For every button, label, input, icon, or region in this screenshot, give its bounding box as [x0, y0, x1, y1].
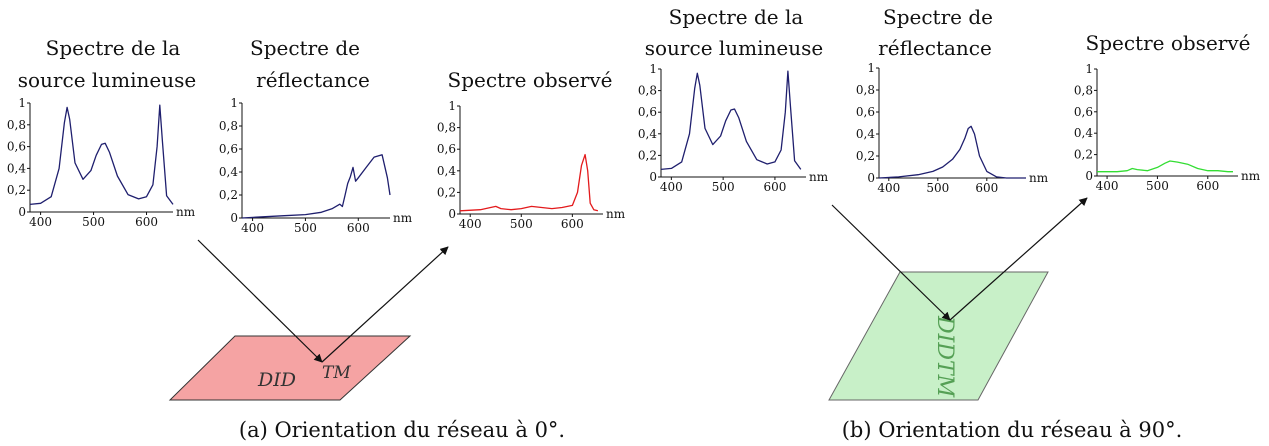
x-tick-label: 500 — [82, 215, 105, 229]
x-unit-label: nm — [1029, 171, 1049, 185]
y-tick-label: 0,2 — [1074, 148, 1093, 162]
x-tick-label: 400 — [1096, 179, 1119, 193]
y-tick-label: 0,8 — [1074, 83, 1093, 97]
caption-a: (a) Orientation du réseau à 0°. — [239, 418, 565, 442]
arrow-a-reflected — [321, 246, 449, 363]
x-unit-label: nm — [176, 205, 196, 219]
title-b-reflect-line2: réflectance — [878, 36, 992, 60]
y-tick-label: 0,8 — [219, 119, 238, 133]
x-unit-label: nm — [393, 211, 413, 225]
y-tick-label: 0,6 — [1074, 105, 1093, 119]
chart-a-source: 0 0,2 0,4 0,6 0,8 1 400 500 600 nm — [7, 96, 196, 229]
surface-a-superscript: TM — [322, 363, 351, 383]
chart-b-observed: 0 0,2 0,4 0,6 0,8 1 400 500 600 nm — [1074, 62, 1261, 193]
x-tick-label: 400 — [459, 217, 482, 231]
x-tick-label: 500 — [1146, 179, 1169, 193]
y-tick-label: 0 — [649, 170, 657, 184]
y-tick-label: 0 — [448, 207, 456, 221]
y-tick-label: 0,4 — [638, 127, 657, 141]
title-a-source-line2: source lumineuse — [18, 68, 196, 92]
surface-a — [168, 335, 412, 401]
series-line — [241, 154, 391, 219]
y-tick-label: 0 — [18, 205, 26, 219]
y-tick-label: 0,8 — [638, 84, 657, 98]
y-tick-label: 0,2 — [638, 148, 657, 162]
x-tick-label: 400 — [29, 215, 52, 229]
y-tick-label: 0,2 — [437, 185, 456, 199]
series-line — [878, 125, 1026, 179]
y-tick-label: 0,6 — [638, 105, 657, 119]
y-tick-label: 0,4 — [1074, 126, 1093, 140]
y-tick-label: 1 — [1085, 62, 1093, 76]
chart-a-observed: 0 0,2 0,4 0,6 0,8 1 400 500 600 nm — [437, 99, 626, 231]
y-tick-label: 0,8 — [7, 118, 26, 132]
chart-b-source: 0 0,2 0,4 0,6 0,8 1 400 500 600 nm — [638, 62, 829, 194]
x-tick-label: 600 — [975, 181, 998, 195]
y-tick-label: 0,6 — [219, 142, 238, 156]
y-tick-label: 0,2 — [219, 188, 238, 202]
surface-b — [828, 271, 1049, 401]
series-line — [660, 70, 802, 171]
title-a-source-line1: Spectre de la — [46, 36, 181, 60]
arrow-a-incident — [197, 239, 323, 363]
x-tick-label: 600 — [763, 180, 786, 194]
y-tick-label: 0 — [230, 211, 238, 225]
y-tick-label: 0,4 — [856, 127, 875, 141]
x-tick-label: 500 — [712, 180, 735, 194]
chart-b-reflect: 0 0,2 0,4 0,6 0,8 1 400 500 600 nm — [856, 61, 1049, 195]
chart-a-reflect: 0 0,2 0,4 0,6 0,8 1 400 500 600 nm — [219, 96, 413, 235]
surface-b-mark: DIDTM — [932, 315, 957, 398]
title-b-observed: Spectre observé — [1086, 31, 1251, 55]
y-tick-label: 1 — [649, 62, 657, 76]
series-line — [459, 153, 599, 212]
surface-a-mark: DID — [257, 369, 296, 391]
y-tick-label: 0,6 — [856, 105, 875, 119]
arrow-b-reflected — [949, 197, 1088, 321]
title-a-reflect-line2: réflectance — [256, 68, 370, 92]
x-tick-label: 600 — [135, 215, 158, 229]
x-tick-label: 400 — [877, 181, 900, 195]
y-tick-label: 0 — [1085, 169, 1093, 183]
y-tick-label: 0,4 — [437, 164, 456, 178]
series-line — [1097, 160, 1233, 173]
x-unit-label: nm — [1241, 169, 1261, 183]
x-tick-label: 500 — [294, 221, 317, 235]
x-tick-label: 600 — [347, 221, 370, 235]
title-b-source-line2: source lumineuse — [645, 36, 823, 60]
y-tick-label: 0,2 — [856, 149, 875, 163]
y-tick-label: 0,8 — [437, 121, 456, 135]
y-tick-label: 1 — [867, 61, 875, 75]
y-tick-label: 0,6 — [7, 140, 26, 154]
y-tick-label: 0,8 — [856, 83, 875, 97]
series-line — [29, 104, 174, 206]
caption-b: (b) Orientation du réseau à 90°. — [842, 418, 1183, 442]
arrow-b-incident — [831, 204, 951, 321]
x-tick-label: 400 — [660, 180, 683, 194]
y-tick-label: 0,2 — [7, 183, 26, 197]
x-tick-label: 500 — [510, 217, 533, 231]
x-unit-label: nm — [606, 207, 626, 221]
y-tick-label: 0,6 — [437, 142, 456, 156]
x-tick-label: 500 — [926, 181, 949, 195]
title-a-reflect-line1: Spectre de — [250, 36, 360, 60]
x-tick-label: 400 — [241, 221, 264, 235]
x-tick-label: 600 — [561, 217, 584, 231]
title-a-observed: Spectre observé — [448, 68, 613, 92]
y-tick-label: 0,4 — [219, 165, 238, 179]
y-tick-label: 1 — [18, 96, 26, 110]
title-b-reflect-line1: Spectre de — [883, 5, 993, 29]
y-tick-label: 0,4 — [7, 161, 26, 175]
y-tick-label: 1 — [230, 96, 238, 110]
x-unit-label: nm — [809, 170, 829, 184]
x-tick-label: 600 — [1196, 179, 1219, 193]
y-tick-label: 1 — [448, 99, 456, 113]
y-tick-label: 0 — [867, 171, 875, 185]
title-b-source-line1: Spectre de la — [669, 5, 804, 29]
